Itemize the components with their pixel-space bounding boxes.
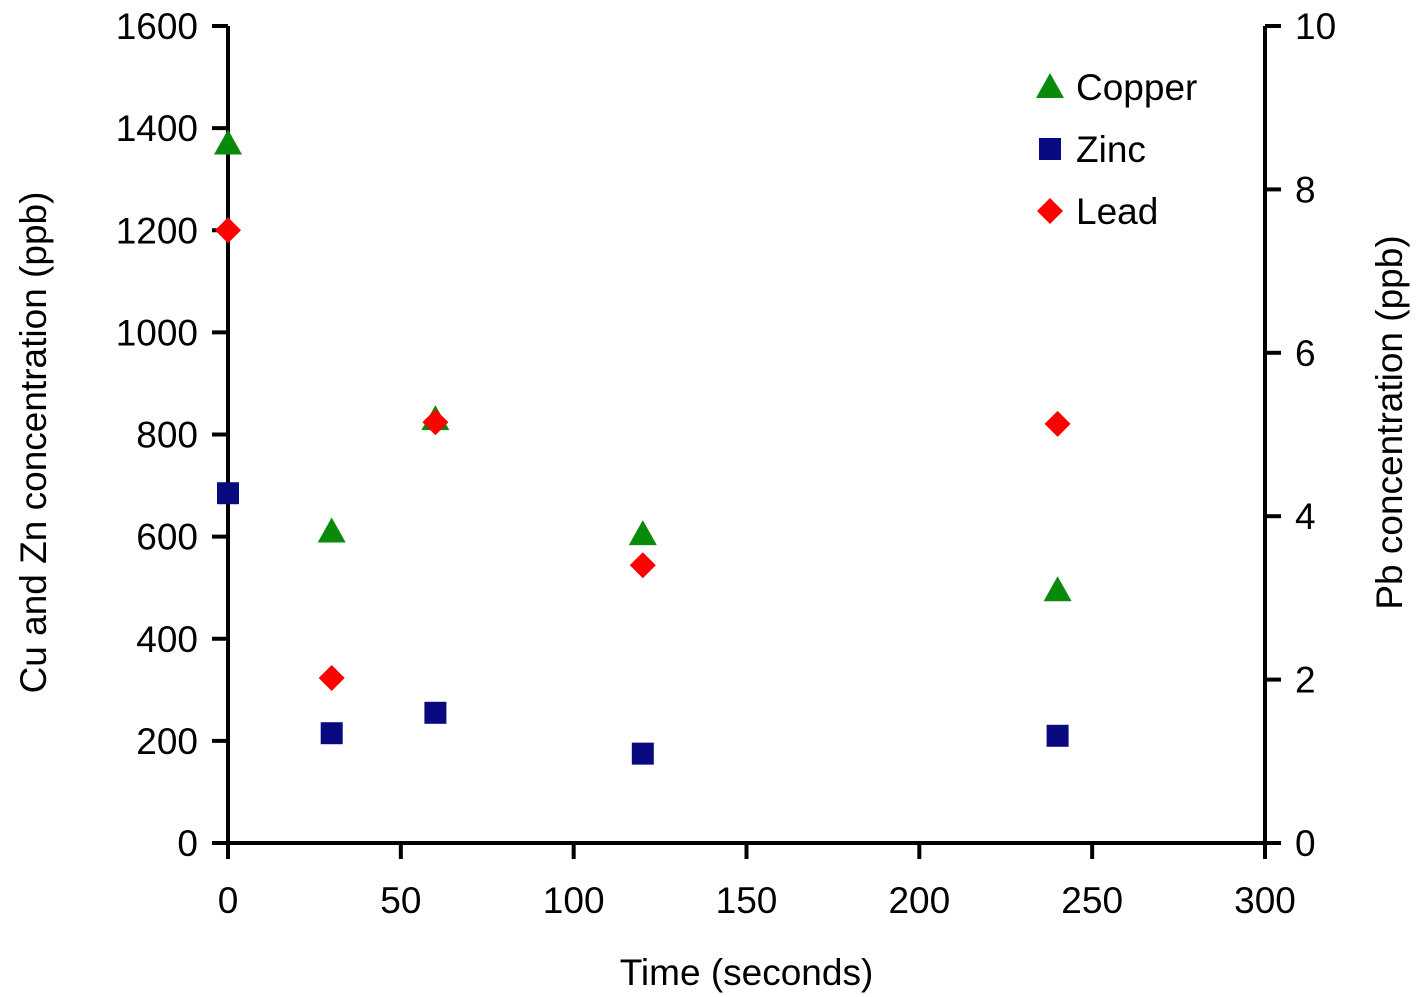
copper-point bbox=[317, 517, 346, 543]
x-tick-label: 100 bbox=[543, 880, 605, 921]
y-right-tick-label: 10 bbox=[1295, 6, 1336, 47]
lead-point bbox=[1044, 410, 1071, 437]
y-right-tick-label: 4 bbox=[1295, 496, 1316, 537]
copper-point bbox=[1043, 576, 1072, 602]
y-left-axis-title: Cu and Zn concentration (ppb) bbox=[13, 192, 54, 694]
copper-point bbox=[628, 520, 657, 546]
data-points bbox=[214, 129, 1072, 765]
x-axis-title: Time (seconds) bbox=[620, 952, 874, 993]
y-left-tick-label: 600 bbox=[136, 517, 198, 558]
zinc-point bbox=[217, 482, 239, 505]
x-tick-label: 300 bbox=[1234, 880, 1296, 921]
lead-point bbox=[422, 409, 449, 436]
lead-point bbox=[215, 217, 241, 244]
x-tick-label: 50 bbox=[380, 880, 421, 921]
legend: Copper Zinc Lead bbox=[1036, 67, 1197, 232]
y-right-axis-title: Pb concentration (ppb) bbox=[1369, 235, 1410, 609]
copper-point bbox=[214, 129, 242, 155]
zinc-point bbox=[424, 701, 447, 724]
y-right-tick-label: 2 bbox=[1295, 660, 1316, 701]
lead-point bbox=[318, 664, 345, 691]
zinc-point bbox=[320, 722, 343, 745]
y-right-tick-label: 6 bbox=[1295, 333, 1316, 374]
zinc-point bbox=[1046, 724, 1069, 747]
legend-zinc-marker bbox=[1039, 138, 1061, 160]
y-left-tick-label: 800 bbox=[136, 415, 198, 456]
lead-point bbox=[629, 552, 656, 579]
x-tick-label: 0 bbox=[218, 880, 239, 921]
legend-copper-marker bbox=[1036, 73, 1064, 98]
legend-copper-label: Copper bbox=[1076, 67, 1197, 108]
legend-lead-label: Lead bbox=[1076, 191, 1158, 232]
zinc-point bbox=[631, 742, 654, 765]
y-left-tick-label: 1000 bbox=[116, 312, 198, 353]
y-left-tick-label: 1600 bbox=[116, 6, 198, 47]
y-left-tick-label: 1400 bbox=[116, 108, 198, 149]
y-left-tick-label: 200 bbox=[136, 721, 198, 762]
y-left-tick-label: 1200 bbox=[116, 210, 198, 251]
legend-lead-marker bbox=[1037, 198, 1063, 224]
x-tick-label: 150 bbox=[716, 880, 778, 921]
y-left-tick-label: 400 bbox=[136, 619, 198, 660]
axes: 0 50 100 150 200 250 3000200400600800100012001… bbox=[116, 6, 1336, 921]
y-right-tick-label: 0 bbox=[1295, 823, 1316, 864]
legend-zinc-label: Zinc bbox=[1076, 129, 1146, 170]
y-right-tick-label: 8 bbox=[1295, 169, 1316, 210]
x-tick-label: 250 bbox=[1061, 880, 1123, 921]
x-tick-label: 200 bbox=[888, 880, 950, 921]
y-left-tick-label: 0 bbox=[177, 823, 198, 864]
